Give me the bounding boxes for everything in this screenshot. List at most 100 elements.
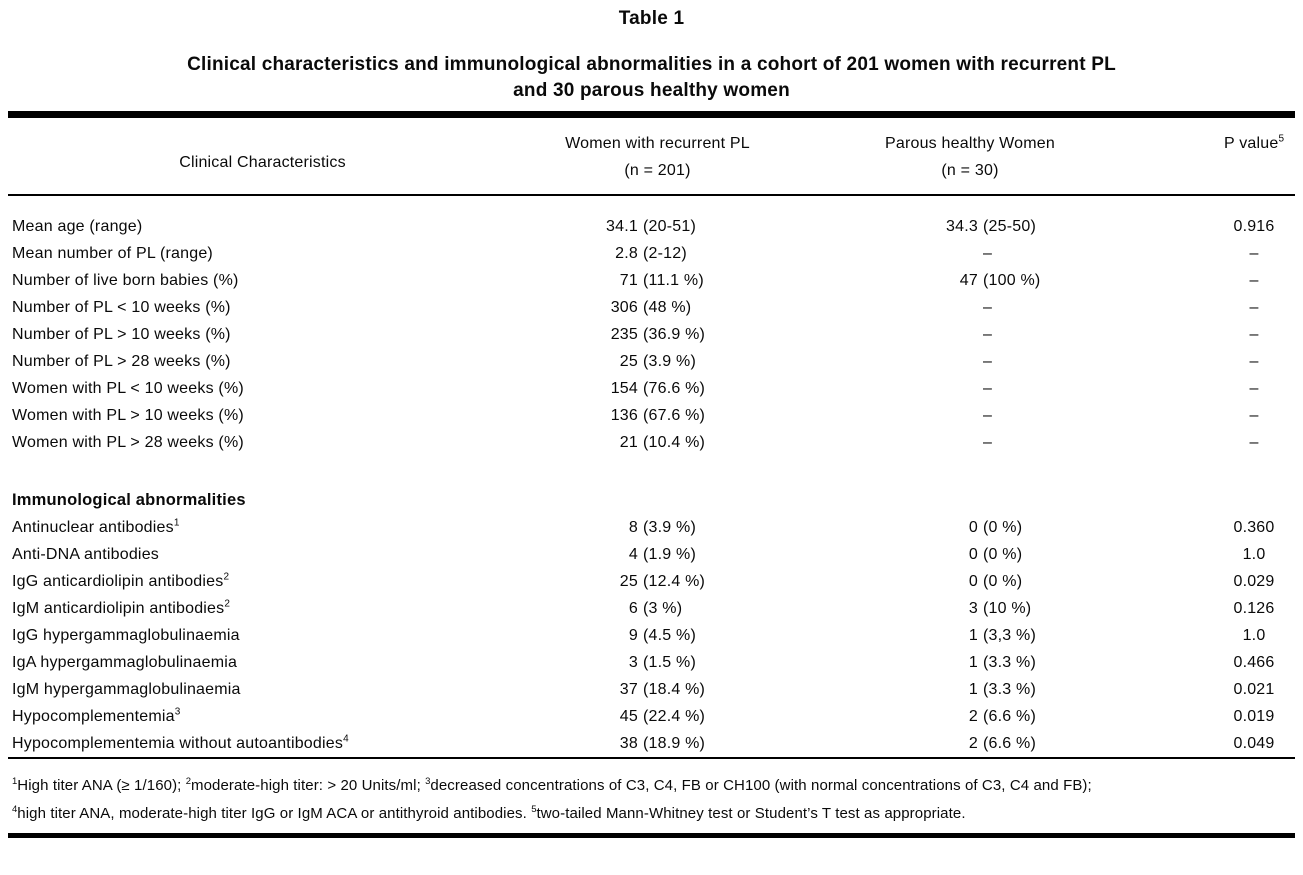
column-header-parous-healthy-title: Parous healthy Women <box>884 135 1055 152</box>
table-header-row: Clinical Characteristics Women with recu… <box>0 118 1303 194</box>
value-p: 0.021 <box>1233 681 1275 698</box>
value-number: 306 <box>610 299 638 316</box>
section-header: Immunological abnormalities <box>12 491 246 509</box>
table-row: Women with PL > 10 weeks (%) 136 (67.6 %) –… <box>0 402 1303 429</box>
value-recurrent-pl: 8 (3.9 %) <box>525 514 790 541</box>
value-parenthetical: (22.4 %) <box>643 708 706 725</box>
value-p: 0.916 <box>1233 218 1275 235</box>
value-number: 1 <box>968 627 978 644</box>
value-number: 154 <box>610 380 638 397</box>
value-p: – <box>1249 380 1259 397</box>
footnote-marker: 4 <box>12 804 18 815</box>
column-header-p-value: P value5 <box>1150 130 1303 157</box>
value-number: 2.8 <box>615 245 638 262</box>
value-number: 25 <box>619 573 638 590</box>
footnote-marker: 5 <box>531 804 537 815</box>
value-number: 71 <box>619 272 638 289</box>
table-row: Anti-DNA antibodies 4 (1.9 %) 0 (0 %) 1.0 <box>0 541 1303 568</box>
value-parenthetical: (10.4 %) <box>643 434 706 451</box>
value-recurrent-pl: 38 (18.9 %) <box>525 730 790 757</box>
value-parenthetical: (12.4 %) <box>643 573 706 590</box>
table-title: Clinical characteristics and immunologic… <box>0 52 1303 104</box>
value-recurrent-pl: 21 (10.4 %) <box>525 429 790 456</box>
value-number <box>790 402 978 429</box>
value-parous-healthy: 0 (0 %) <box>790 541 1150 568</box>
value-recurrent-pl: 235 (36.9 %) <box>525 321 790 348</box>
row-footnote-marker: 3 <box>174 706 181 718</box>
value-number: 0 <box>968 519 978 536</box>
value-parenthetical: (1.5 %) <box>643 654 696 671</box>
footnote-text: moderate-high titer: > 20 Units/ml; <box>191 777 426 794</box>
value-parenthetical: (36.9 %) <box>643 326 706 343</box>
value-recurrent-pl: 34.1 (20-51) <box>525 213 790 240</box>
column-header-parous-healthy: Parous healthy Women (n = 30) <box>790 130 1150 194</box>
row-label: IgA hypergammaglobulinaemia <box>12 654 238 671</box>
value-number: 0 <box>968 573 978 590</box>
table-label: Table 1 <box>618 8 685 29</box>
value-parenthetical: (25-50) <box>983 218 1036 235</box>
value-parous-healthy: 2 (6.6 %) <box>790 703 1150 730</box>
column-header-clinical-characteristics: Clinical Characteristics <box>179 153 346 171</box>
value-p: 0.029 <box>1233 573 1275 590</box>
value-recurrent-pl: 25 (3.9 %) <box>525 348 790 375</box>
value-recurrent-pl: 2.8 (2-12) <box>525 240 790 267</box>
footnotes: 1High titer ANA (≥ 1/160); 2moderate-hig… <box>0 759 1303 828</box>
value-p: – <box>1249 434 1259 451</box>
value-parenthetical: (6.6 %) <box>983 735 1036 752</box>
value-recurrent-pl: 306 (48 %) <box>525 294 790 321</box>
value-recurrent-pl: 45 (22.4 %) <box>525 703 790 730</box>
value-parenthetical: (4.5 %) <box>643 627 696 644</box>
value-parous-healthy: 0 (0 %) <box>790 514 1150 541</box>
value-parenthetical: (100 %) <box>983 272 1041 289</box>
value-parenthetical: (76.6 %) <box>643 380 706 397</box>
row-label: Women with PL > 10 weeks (%) <box>12 407 244 424</box>
table-row: Women with PL < 10 weeks (%) 154 (76.6 %) –… <box>0 375 1303 402</box>
value-parous-healthy: 34.3 (25-50) <box>790 213 1150 240</box>
row-label: Number of live born babies (%) <box>12 272 239 289</box>
value-number: 136 <box>610 407 638 424</box>
value-recurrent-pl: 9 (4.5 %) <box>525 622 790 649</box>
value-parenthetical: (3 %) <box>643 600 683 617</box>
value-parous-healthy: – <box>790 429 1150 456</box>
table-body: Mean age (range) 34.1 (20-51) 34.3 (25-50) 0.… <box>0 196 1303 757</box>
table-row: Number of PL > 10 weeks (%) 235 (36.9 %) – – <box>0 321 1303 348</box>
value-parenthetical: (20-51) <box>643 218 696 235</box>
table-row: Mean age (range) 34.1 (20-51) 34.3 (25-50) 0.… <box>0 213 1303 240</box>
p-value-label: P value <box>1223 135 1279 152</box>
footnote-text: decreased concentrations of C3, C4, FB o… <box>430 777 1092 794</box>
table-rule-top <box>8 111 1295 118</box>
footnote-text: High titer ANA (≥ 1/160); <box>17 777 186 794</box>
value-parenthetical: (2-12) <box>643 245 687 262</box>
table-row: IgM hypergammaglobulinaemia 37 (18.4 %) 1 (3… <box>0 676 1303 703</box>
value-recurrent-pl: 154 (76.6 %) <box>525 375 790 402</box>
footnote-marker: 2 <box>185 776 191 787</box>
value-parous-healthy: 1 (3,3 %) <box>790 622 1150 649</box>
row-label: Mean age (range) <box>12 218 143 235</box>
value-number: 2 <box>968 735 978 752</box>
row-label: IgM hypergammaglobulinaemia <box>12 681 241 698</box>
value-parenthetical: (0 %) <box>983 519 1023 536</box>
table-row: Number of PL > 28 weeks (%) 25 (3.9 %) – – <box>0 348 1303 375</box>
row-label: Women with PL > 28 weeks (%) <box>12 434 244 451</box>
value-parenthetical: (67.6 %) <box>643 407 706 424</box>
value-parenthetical: (3.9 %) <box>643 519 696 536</box>
value-number <box>790 429 978 456</box>
footnote-line: 1High titer ANA (≥ 1/160); 2moderate-hig… <box>12 772 1293 800</box>
value-parous-healthy: 1 (3.3 %) <box>790 676 1150 703</box>
value-parenthetical: (3.3 %) <box>983 681 1036 698</box>
value-number: 235 <box>610 326 638 343</box>
value-parous-healthy: 47 (100 %) <box>790 267 1150 294</box>
row-label: Number of PL > 10 weeks (%) <box>12 326 231 343</box>
table-row: Women with PL > 28 weeks (%) 21 (10.4 %) – – <box>0 429 1303 456</box>
value-number: 45 <box>619 708 638 725</box>
value-recurrent-pl: 25 (12.4 %) <box>525 568 790 595</box>
footnote-marker: 3 <box>425 776 431 787</box>
footnote-text: two-tailed Mann-Whitney test or Student’… <box>536 805 966 822</box>
column-header-recurrent-pl-n: (n = 201) <box>624 162 691 179</box>
value-parenthetical: (48 %) <box>643 299 692 316</box>
table-row: Hypocomplementemia3 45 (22.4 %) 2 (6.6 %) 0.0… <box>0 703 1303 730</box>
value-p: 1.0 <box>1242 546 1266 563</box>
value-recurrent-pl: 4 (1.9 %) <box>525 541 790 568</box>
value-p: – <box>1249 353 1259 370</box>
value-number: 47 <box>959 272 978 289</box>
